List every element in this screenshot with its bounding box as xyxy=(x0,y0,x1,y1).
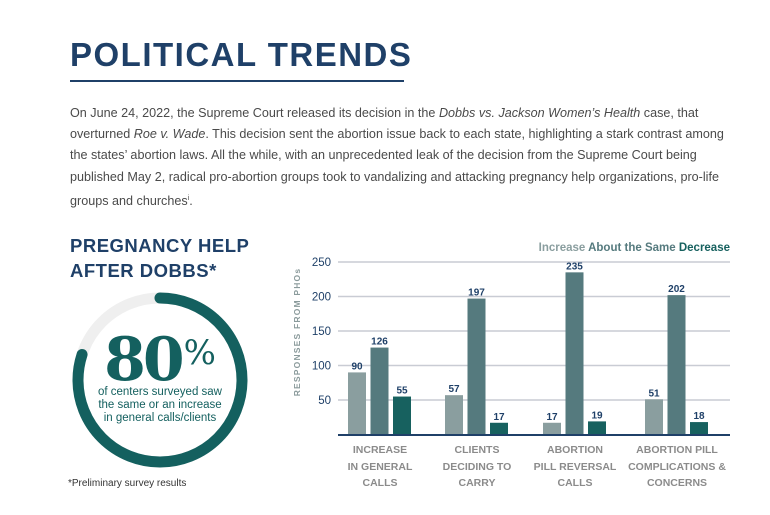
sidebar-title-line2: AFTER DOBBS* xyxy=(70,260,217,281)
x-category-label-line: DECIDING TO xyxy=(442,460,512,473)
stat-percent-sign: % xyxy=(183,333,216,373)
bar-decrease xyxy=(393,396,411,435)
bar-value-label: 197 xyxy=(468,288,485,299)
stat-caption-line3: in general calls/clients xyxy=(103,412,217,424)
bar-value-label: 55 xyxy=(396,386,408,397)
bar-value-label: 17 xyxy=(546,412,558,423)
bar-value-label: 235 xyxy=(566,261,583,272)
bar-increase xyxy=(445,395,463,435)
intro-text-1: On June 24, 2022, the Supreme Court rele… xyxy=(70,106,439,120)
title-underline xyxy=(70,80,404,82)
bar-decrease xyxy=(490,422,508,435)
x-category-label-line: CLIENTS xyxy=(454,444,500,456)
stat-value: 80% xyxy=(70,322,250,391)
bar-value-label: 202 xyxy=(668,284,685,295)
bar-decrease xyxy=(588,421,606,435)
intro-paragraph: On June 24, 2022, the Supreme Court rele… xyxy=(70,103,742,212)
x-category-label-line: CONCERNS xyxy=(646,477,708,489)
progress-ring xyxy=(72,292,248,468)
bar-about-the-same xyxy=(667,295,686,435)
bar-value-label: 18 xyxy=(693,411,705,422)
legend-item-increase: Increase xyxy=(538,242,586,254)
bar-increase xyxy=(645,399,663,435)
x-category-label: CLIENTS DECIDING TO CARRY xyxy=(427,442,527,492)
sidebar-title: PREGNANCY HELP AFTER DOBBS* xyxy=(70,233,249,283)
sidebar-title-line1: PREGNANCY HELP xyxy=(70,235,250,256)
x-category-label-line: CALLS xyxy=(557,477,593,489)
bar-value-label: 90 xyxy=(351,361,363,372)
y-tick-label: 50 xyxy=(318,395,331,407)
bar-value-label: 19 xyxy=(591,410,603,421)
footnote-marker: i xyxy=(187,194,190,202)
x-category-label-line: CARRY xyxy=(458,477,496,489)
intro-text-2: case, that overturned xyxy=(70,106,699,142)
x-category-label-line: IN GENERAL xyxy=(347,460,413,473)
intro-end: . xyxy=(189,194,193,208)
x-category-label-line: ABORTION xyxy=(547,444,603,456)
legend-item-decrease: Decrease xyxy=(678,242,730,254)
stat-caption: of centers surveyed saw the same or an i… xyxy=(70,386,250,425)
bar-increase xyxy=(543,422,561,435)
bar-value-label: 126 xyxy=(371,337,388,348)
survey-footnote: *Preliminary survey results xyxy=(68,478,187,489)
stat-caption-line2: the same or an increase xyxy=(98,399,222,411)
x-category-label-line: COMPLICATIONS & xyxy=(628,460,726,473)
progress-ring-arc xyxy=(72,292,248,468)
x-category-label: ABORTION PILL REVERSAL CALLS xyxy=(525,442,625,492)
y-tick-label: 100 xyxy=(312,361,331,373)
bar-decrease xyxy=(690,422,708,435)
case-name: Dobbs vs. Jackson Women’s Health xyxy=(438,106,641,120)
x-category-label-line: ABORTION PILL xyxy=(636,444,718,456)
y-tick-label: 200 xyxy=(312,292,331,304)
bar-increase xyxy=(348,372,366,435)
stat-number: 80 xyxy=(104,325,184,395)
bar-value-label: 57 xyxy=(448,384,460,395)
bar-value-label: 17 xyxy=(493,412,505,423)
x-category-label-line: PILL REVERSAL xyxy=(533,460,617,473)
bar-value-label: 51 xyxy=(648,388,660,399)
x-category-label: INCREASE IN GENERAL CALLS xyxy=(330,442,430,492)
y-tick-label: 250 xyxy=(312,257,331,269)
bar-about-the-same xyxy=(467,298,486,435)
x-category-label: ABORTION PILL COMPLICATIONS & CONCERNS xyxy=(622,442,732,492)
x-category-label-line: CALLS xyxy=(362,477,398,489)
bar-about-the-same xyxy=(370,347,389,435)
legend-item-about-the-same: About the Same xyxy=(588,242,676,254)
roe-v-wade: Roe v. Wade xyxy=(133,127,206,142)
bar-about-the-same xyxy=(565,272,584,435)
intro-text-3: . This decision sent the abortion issue … xyxy=(70,127,724,208)
page-title: POLITICAL TRENDS xyxy=(70,36,413,73)
stat-caption-line1: of centers surveyed saw xyxy=(97,386,222,398)
y-tick-label: 150 xyxy=(312,326,331,338)
chart-legend: Increase About the Same Decrease xyxy=(530,242,730,254)
x-category-label-line: INCREASE xyxy=(352,444,408,456)
